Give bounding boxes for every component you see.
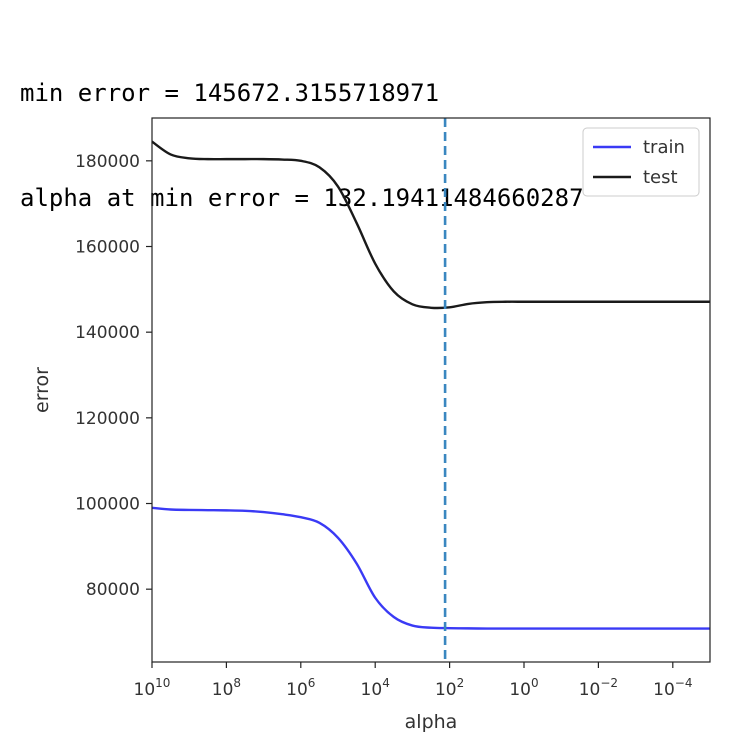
x-tick-label: 104: [361, 676, 390, 700]
alpha-at-min-error-line: alpha at min error = 132.19411484660287: [20, 184, 584, 212]
y-tick-label: 120000: [75, 409, 140, 429]
y-tick-label: 100000: [75, 495, 140, 515]
legend-label-train: train: [643, 137, 685, 158]
x-tick-label: 100: [509, 676, 538, 700]
legend: train test: [582, 127, 700, 197]
y-tick-label: 80000: [86, 580, 140, 600]
y-tick-label: 160000: [75, 238, 140, 258]
y-tick-label: 140000: [75, 323, 140, 343]
y-axis-label: error: [31, 367, 53, 413]
legend-label-test: test: [643, 167, 678, 188]
series-line-test: [151, 140, 710, 310]
x-tick-label: 102: [435, 676, 464, 700]
cell-output: min error = 145672.3155718971 alpha at m…: [20, 6, 584, 251]
x-tick-label: 10−4: [653, 676, 692, 700]
y-tick-label: 180000: [75, 152, 140, 172]
series-line-train: [151, 506, 710, 630]
x-tick-label: 10−2: [579, 676, 618, 700]
min-error-line: min error = 145672.3155718971: [20, 79, 440, 107]
legend-box: [582, 127, 700, 197]
x-tick-label: 108: [212, 676, 241, 700]
x-tick-label: 1010: [134, 676, 171, 700]
x-axis-label: alpha: [405, 711, 458, 733]
plot-frame: [151, 117, 711, 663]
x-tick-label: 106: [286, 676, 315, 700]
